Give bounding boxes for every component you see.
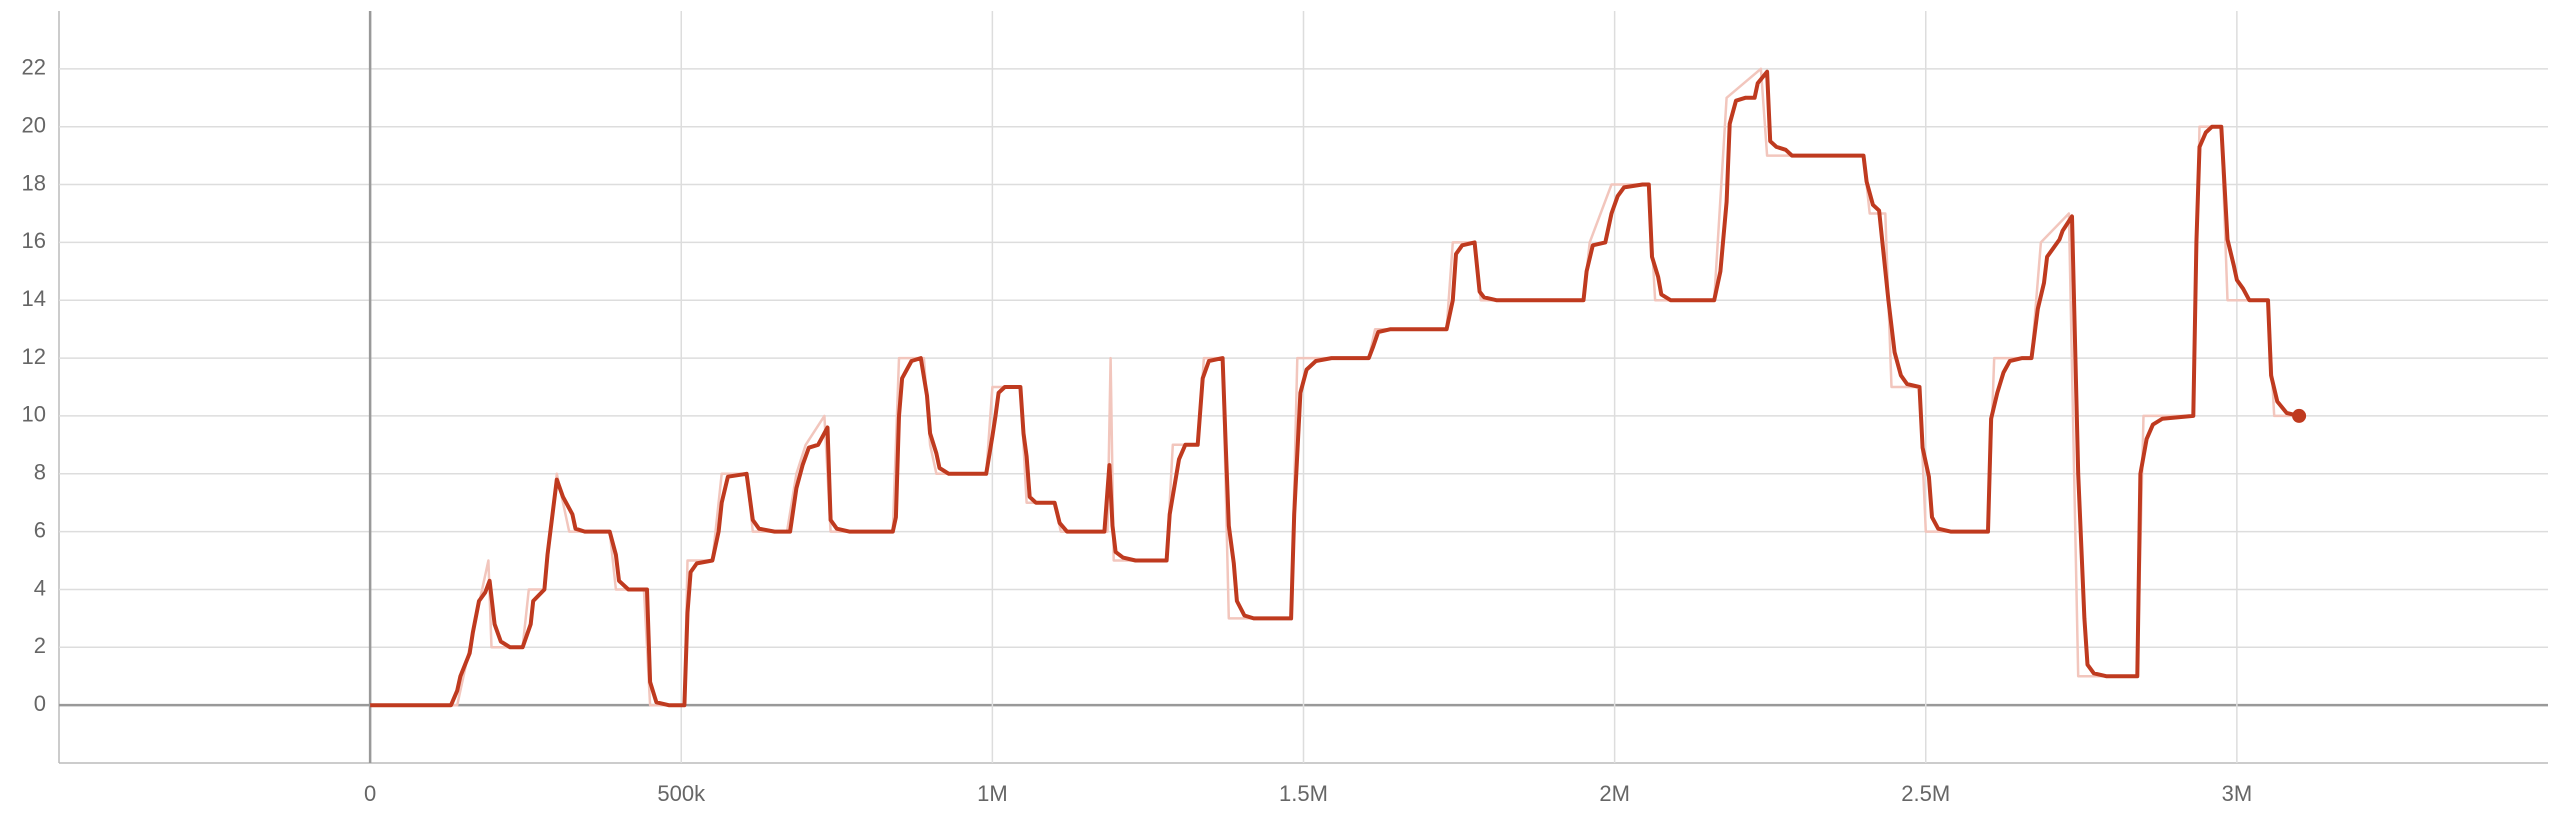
y-tick-label: 22 [22,55,46,80]
y-tick-label: 12 [22,344,46,369]
x-tick-label: 3M [2222,781,2253,806]
x-tick-label: 500k [657,781,706,806]
y-tick-label: 10 [22,402,46,427]
y-tick-label: 18 [22,170,46,195]
y-tick-label: 4 [34,575,46,600]
x-tick-label: 0 [364,781,376,806]
y-tick-label: 0 [34,691,46,716]
y-tick-label: 2 [34,633,46,658]
x-tick-label: 2M [1599,781,1630,806]
y-tick-label: 8 [34,460,46,485]
y-tick-label: 6 [34,517,46,542]
y-tick-label: 16 [22,228,46,253]
series-line [370,67,2300,707]
y-tick-label: 14 [22,286,46,311]
y-tick-label: 20 [22,113,46,138]
end-point [2292,408,2307,423]
series-line [370,69,2300,708]
x-tick-label: 1.5M [1279,781,1328,806]
x-tick-label: 1M [977,781,1008,806]
x-tick-label: 2.5M [1901,781,1950,806]
